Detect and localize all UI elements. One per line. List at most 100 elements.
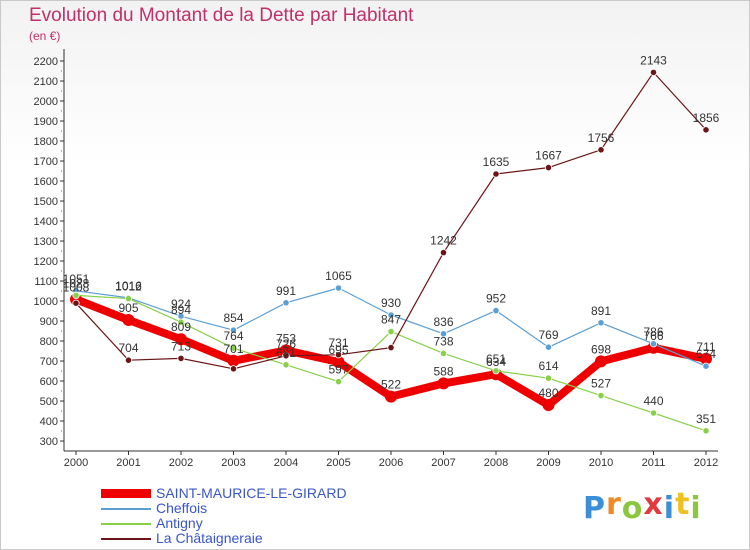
logo-letter: i bbox=[663, 491, 676, 526]
y-tick-label: 500 bbox=[40, 396, 58, 408]
data-label: 1051 bbox=[63, 272, 90, 286]
data-point bbox=[124, 356, 133, 364]
y-tick-label: 600 bbox=[40, 376, 58, 388]
data-label: 738 bbox=[433, 334, 453, 348]
y-tick-label: 1200 bbox=[34, 256, 58, 268]
data-label: 614 bbox=[538, 359, 558, 373]
data-label: 930 bbox=[381, 296, 401, 310]
y-tick-label: 1300 bbox=[34, 236, 58, 248]
legend-swatch bbox=[101, 489, 151, 498]
data-label: 713 bbox=[171, 339, 191, 353]
data-point bbox=[597, 146, 605, 154]
data-label: 527 bbox=[591, 377, 611, 391]
data-label: 698 bbox=[591, 342, 611, 356]
data-point bbox=[122, 314, 135, 326]
x-tick-label: 2008 bbox=[484, 457, 508, 469]
data-label: 924 bbox=[171, 297, 191, 311]
y-tick-label: 1700 bbox=[34, 156, 58, 168]
y-tick-label: 1500 bbox=[34, 196, 58, 208]
data-label: 2143 bbox=[640, 53, 667, 67]
data-point bbox=[439, 249, 448, 257]
data-label: 701 bbox=[223, 342, 243, 356]
data-label: 809 bbox=[171, 320, 191, 334]
data-point bbox=[387, 311, 395, 319]
data-point bbox=[702, 362, 710, 370]
data-point bbox=[334, 284, 343, 292]
data-point bbox=[492, 170, 500, 178]
y-tick-label: 1400 bbox=[34, 216, 58, 228]
data-point bbox=[334, 351, 343, 359]
data-point bbox=[332, 356, 345, 368]
data-label: 1856 bbox=[693, 111, 720, 125]
data-point bbox=[649, 340, 658, 348]
data-label: 1028 bbox=[63, 276, 90, 290]
x-tick-label: 2000 bbox=[64, 457, 88, 469]
data-point bbox=[280, 344, 292, 357]
x-tick-label: 2004 bbox=[274, 457, 298, 469]
data-point bbox=[702, 126, 710, 134]
data-label: 731 bbox=[328, 336, 348, 350]
data-point bbox=[702, 427, 710, 435]
proxiti-logo: Proxiti bbox=[583, 487, 702, 526]
data-point bbox=[595, 355, 607, 368]
chart-title: Evolution du Montant de la Dette par Hab… bbox=[29, 5, 414, 26]
data-label: 1065 bbox=[325, 269, 352, 283]
data-label: 766 bbox=[643, 329, 663, 343]
x-tick-label: 2011 bbox=[642, 457, 666, 469]
y-tick-label: 700 bbox=[40, 356, 58, 368]
data-label: 991 bbox=[276, 284, 296, 298]
data-point bbox=[177, 318, 185, 326]
data-label: 836 bbox=[433, 315, 453, 329]
data-label: 634 bbox=[486, 355, 506, 369]
legend-item: Cheffois bbox=[101, 501, 347, 516]
x-tick-label: 2010 bbox=[589, 457, 613, 469]
legend-swatch bbox=[101, 507, 151, 510]
data-label: 952 bbox=[486, 292, 506, 306]
y-tick-label: 900 bbox=[40, 316, 58, 328]
legend-label: Cheffois bbox=[156, 500, 208, 516]
legend-label: Antigny bbox=[156, 515, 203, 531]
data-label: 440 bbox=[643, 394, 663, 408]
data-point bbox=[544, 164, 553, 172]
data-point bbox=[439, 330, 448, 338]
data-label: 704 bbox=[118, 341, 138, 355]
chart-legend: SAINT-MAURICE-LE-GIRARD Cheffois Antigny La… bbox=[101, 486, 347, 546]
data-label: 651 bbox=[486, 352, 506, 366]
logo-letter: o bbox=[621, 491, 644, 526]
legend-item: Antigny bbox=[101, 516, 347, 531]
y-tick-label: 1600 bbox=[34, 176, 58, 188]
y-tick-label: 1800 bbox=[34, 136, 58, 148]
y-tick-label: 2200 bbox=[34, 56, 58, 68]
data-label: 674 bbox=[696, 347, 716, 361]
data-point bbox=[439, 349, 448, 357]
data-point bbox=[544, 343, 553, 351]
data-label: 905 bbox=[118, 301, 138, 315]
data-label: 351 bbox=[696, 412, 716, 426]
data-point bbox=[282, 352, 290, 360]
data-label: 597 bbox=[328, 363, 348, 377]
y-tick-label: 400 bbox=[40, 416, 58, 428]
legend-label: La Châtaigneraie bbox=[156, 530, 263, 546]
legend-swatch bbox=[101, 537, 151, 540]
data-point bbox=[700, 352, 712, 365]
data-label: 769 bbox=[538, 328, 558, 342]
data-point bbox=[387, 327, 395, 336]
data-point bbox=[385, 390, 397, 403]
data-point bbox=[437, 377, 450, 390]
x-tick-label: 2009 bbox=[536, 457, 560, 469]
data-label: 522 bbox=[381, 378, 401, 392]
data-label: 1016 bbox=[115, 279, 142, 293]
data-label: 753 bbox=[276, 331, 296, 345]
y-tick-label: 2000 bbox=[34, 96, 58, 108]
data-label: 1242 bbox=[430, 234, 457, 248]
data-point bbox=[229, 326, 238, 334]
data-point bbox=[282, 361, 290, 369]
x-tick-label: 2005 bbox=[326, 457, 350, 469]
data-label: 1756 bbox=[588, 131, 615, 145]
data-label: 588 bbox=[433, 364, 453, 378]
data-label: 1012 bbox=[115, 280, 142, 294]
y-tick-label: 1100 bbox=[34, 276, 58, 288]
data-point bbox=[72, 299, 80, 307]
data-point bbox=[542, 399, 555, 411]
data-point bbox=[597, 391, 605, 400]
